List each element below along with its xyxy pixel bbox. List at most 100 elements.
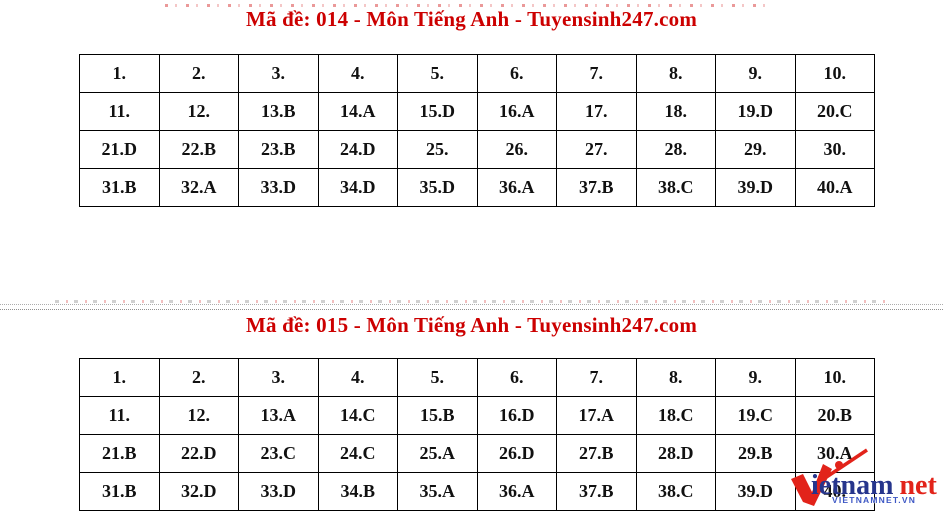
answer-cell: 2. <box>158 54 239 93</box>
answer-cell: 37.B <box>556 168 637 207</box>
answer-cell: 3. <box>238 54 319 93</box>
answer-cell: 32.D <box>158 472 239 511</box>
answer-cell: 33.D <box>238 168 319 207</box>
logo-v-swoosh-icon <box>791 464 832 506</box>
answer-cell: 25.A <box>397 434 478 473</box>
answer-cell: 12. <box>158 92 239 131</box>
answer-cell: 22.D <box>158 434 239 473</box>
answer-cell: 39.D <box>715 168 796 207</box>
answer-cell: 30. <box>794 130 875 169</box>
answer-cell: 9. <box>715 358 796 397</box>
answer-cell: 24.C <box>317 434 398 473</box>
section-title-015: Mã đề: 015 - Môn Tiếng Anh - Tuyensinh24… <box>245 313 698 337</box>
answer-cell: 7. <box>556 358 637 397</box>
answer-cell: 16.D <box>476 396 557 435</box>
section-title-014: Mã đề: 014 - Môn Tiếng Anh - Tuyensinh24… <box>245 7 698 31</box>
logo-wordmark-blue: ietnam <box>811 470 893 501</box>
answer-row: 11. 12. 13.A 14.C 15.B 16.D 17.A 18.C 19.C 20.B <box>79 396 875 435</box>
cropped-text-artifact-top <box>165 4 765 7</box>
answer-cell: 13.B <box>238 92 319 131</box>
answer-cell: 11. <box>79 92 160 131</box>
answer-cell: 29. <box>715 130 796 169</box>
answer-cell: 8. <box>635 54 716 93</box>
answer-cell: 25. <box>397 130 478 169</box>
answer-cell: 32.A <box>158 168 239 207</box>
answer-cell: 8. <box>635 358 716 397</box>
answer-cell: 17. <box>556 92 637 131</box>
answer-row: 21.D 22.B 23.B 24.D 25. 26. 27. 28. 29. 30. <box>79 130 875 169</box>
answer-cell: 27.B <box>556 434 637 473</box>
answer-cell: 4. <box>317 358 398 397</box>
answer-cell: 26. <box>476 130 557 169</box>
answer-cell: 16.A <box>476 92 557 131</box>
answer-cell: 31.B <box>79 472 160 511</box>
answer-cell: 23.C <box>238 434 319 473</box>
answer-cell: 23.B <box>238 130 319 169</box>
answer-cell: 15.D <box>397 92 478 131</box>
answer-cell: 14.A <box>317 92 398 131</box>
answer-cell: 6. <box>476 358 557 397</box>
answer-cell: 13.A <box>238 396 319 435</box>
answer-cell: 28. <box>635 130 716 169</box>
answer-cell: 2. <box>158 358 239 397</box>
answer-cell: 15.B <box>397 396 478 435</box>
answer-cell: 18. <box>635 92 716 131</box>
answer-table-015: 1. 2. 3. 4. 5. 6. 7. 8. 9. 10. 11. 12. 13.A 14.C 15.B 1… <box>79 358 875 511</box>
answer-table-014: 1. 2. 3. 4. 5. 6. 7. 8. 9. 10. 11. 12. 13.B 14.A 15.D 1… <box>79 54 875 207</box>
answer-cell: 20.C <box>794 92 875 131</box>
answer-cell: 5. <box>397 358 478 397</box>
answer-cell: 36.A <box>476 168 557 207</box>
logo-wordmark: ietnam net <box>811 470 937 501</box>
answer-cell: 12. <box>158 396 239 435</box>
answer-cell: 4. <box>317 54 398 93</box>
answer-cell: 40.A <box>794 168 875 207</box>
answer-cell: 19.C <box>715 396 796 435</box>
answer-row: 1. 2. 3. 4. 5. 6. 7. 8. 9. 10. <box>79 358 875 397</box>
answer-cell: 21.D <box>79 130 160 169</box>
answer-cell: 37.B <box>556 472 637 511</box>
answer-cell: 5. <box>397 54 478 93</box>
answer-cell: 17.A <box>556 396 637 435</box>
answer-cell: 10. <box>794 54 875 93</box>
answer-cell: 36.A <box>476 472 557 511</box>
answer-cell: 10. <box>794 358 875 397</box>
answer-cell: 6. <box>476 54 557 93</box>
logo-caption-url: VIETNAMNET.VN <box>832 495 916 505</box>
answer-cell: 38.C <box>635 472 716 511</box>
answer-cell: 11. <box>79 396 160 435</box>
answer-cell: 1. <box>79 358 160 397</box>
answer-row: 31.B 32.A 33.D 34.D 35.D 36.A 37.B 38.C 39.D 40.A <box>79 168 875 207</box>
vietnamnet-watermark-logo: ietnam net VIETNAMNET.VN <box>791 448 937 506</box>
answer-cell: 34.D <box>317 168 398 207</box>
answer-cell: 29.B <box>715 434 796 473</box>
section-divider <box>0 304 943 310</box>
answer-cell: 27. <box>556 130 637 169</box>
answer-row: 31.B 32.D 33.D 34.B 35.A 36.A 37.B 38.C 39.D 40. <box>79 472 875 511</box>
cropped-text-artifact-mid <box>55 300 885 303</box>
answer-cell: 1. <box>79 54 160 93</box>
logo-dot-icon <box>835 461 843 469</box>
answer-cell: 14.C <box>317 396 398 435</box>
logo-wordmark-red: net <box>899 470 937 501</box>
answer-cell: 9. <box>715 54 796 93</box>
answer-row: 1. 2. 3. 4. 5. 6. 7. 8. 9. 10. <box>79 54 875 93</box>
answer-cell: 24.D <box>317 130 398 169</box>
answer-cell: 26.D <box>476 434 557 473</box>
answer-cell: 35.A <box>397 472 478 511</box>
answer-cell: 33.D <box>238 472 319 511</box>
answer-cell: 20.B <box>794 396 875 435</box>
answer-row: 21.B 22.D 23.C 24.C 25.A 26.D 27.B 28.D 29.B 30.A <box>79 434 875 473</box>
logo-slash-icon <box>824 448 868 480</box>
answer-cell: 35.D <box>397 168 478 207</box>
answer-cell: 31.B <box>79 168 160 207</box>
answer-cell: 7. <box>556 54 637 93</box>
answer-cell: 3. <box>238 358 319 397</box>
answer-cell: 40. <box>794 472 875 511</box>
answer-cell: 22.B <box>158 130 239 169</box>
answer-cell: 39.D <box>715 472 796 511</box>
answer-cell: 28.D <box>635 434 716 473</box>
answer-cell: 19.D <box>715 92 796 131</box>
answer-cell: 38.C <box>635 168 716 207</box>
answer-cell: 18.C <box>635 396 716 435</box>
